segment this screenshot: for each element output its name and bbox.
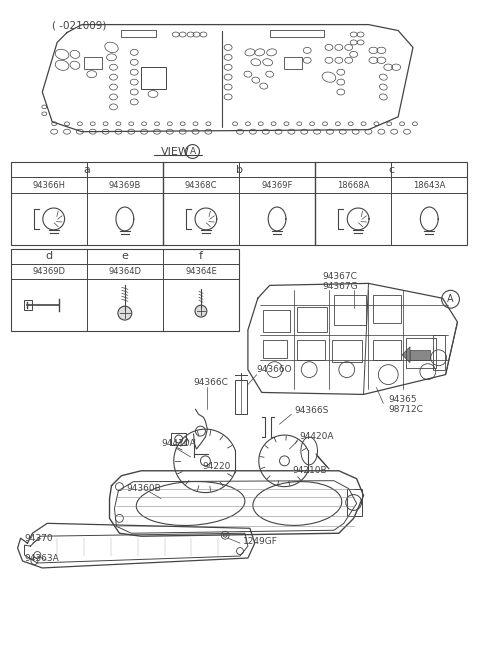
Text: a: a [84,165,90,175]
Circle shape [118,306,132,320]
Text: 94366O: 94366O [257,365,292,374]
Text: 94366C: 94366C [193,378,228,387]
Text: 18643A: 18643A [413,181,445,190]
Text: 94368C: 94368C [185,181,217,190]
Text: 94410A: 94410A [161,438,195,447]
Text: 94364E: 94364E [185,267,217,276]
Text: 94367C: 94367C [322,272,357,281]
Text: 94370: 94370 [24,534,53,543]
Bar [11,249,239,331]
Text: 98712C: 98712C [388,405,423,414]
Text: 94363A: 94363A [24,553,59,563]
Text: A: A [447,294,454,304]
Text: 94364D: 94364D [108,267,141,276]
Text: 18668A: 18668A [337,181,370,190]
Bar [373,295,401,323]
Circle shape [223,533,227,537]
Text: 1249GF: 1249GF [243,536,278,546]
Text: e: e [121,251,128,261]
Text: 94366S: 94366S [294,406,329,415]
Bar [332,340,361,362]
Bar [235,379,247,414]
Text: 94369D: 94369D [32,267,65,276]
Text: d: d [45,251,52,261]
Text: ( -021009): ( -021009) [52,20,107,31]
Text: 94369B: 94369B [108,181,141,190]
Polygon shape [410,350,430,360]
Bar [141,67,166,89]
Text: A: A [190,147,196,156]
Text: 94420A: 94420A [300,432,334,441]
Bar [171,433,186,445]
Text: VIEW: VIEW [161,147,190,157]
Bar [285,57,302,69]
Text: 94220: 94220 [203,462,231,472]
Polygon shape [402,347,410,363]
Bar [406,338,436,367]
Bar [334,295,366,325]
Text: 94360B: 94360B [126,484,161,493]
Text: f: f [199,251,203,261]
Bar [263,340,288,358]
Bar [263,310,290,332]
Bar [11,162,468,245]
Bar [297,307,327,332]
Circle shape [195,305,207,317]
Text: 94366H: 94366H [32,181,65,190]
Text: c: c [388,165,394,175]
Bar [433,335,444,369]
Text: 94369F: 94369F [262,181,293,190]
Text: 94365: 94365 [388,395,417,404]
Bar [84,57,102,69]
Text: 94367G: 94367G [322,282,358,291]
Bar [270,29,324,37]
Bar [373,340,401,360]
Bar [347,489,361,516]
Bar [121,29,156,37]
Text: 94210B: 94210B [292,466,327,476]
Bar [297,340,325,360]
Text: b: b [236,165,242,175]
Bar [24,300,32,310]
